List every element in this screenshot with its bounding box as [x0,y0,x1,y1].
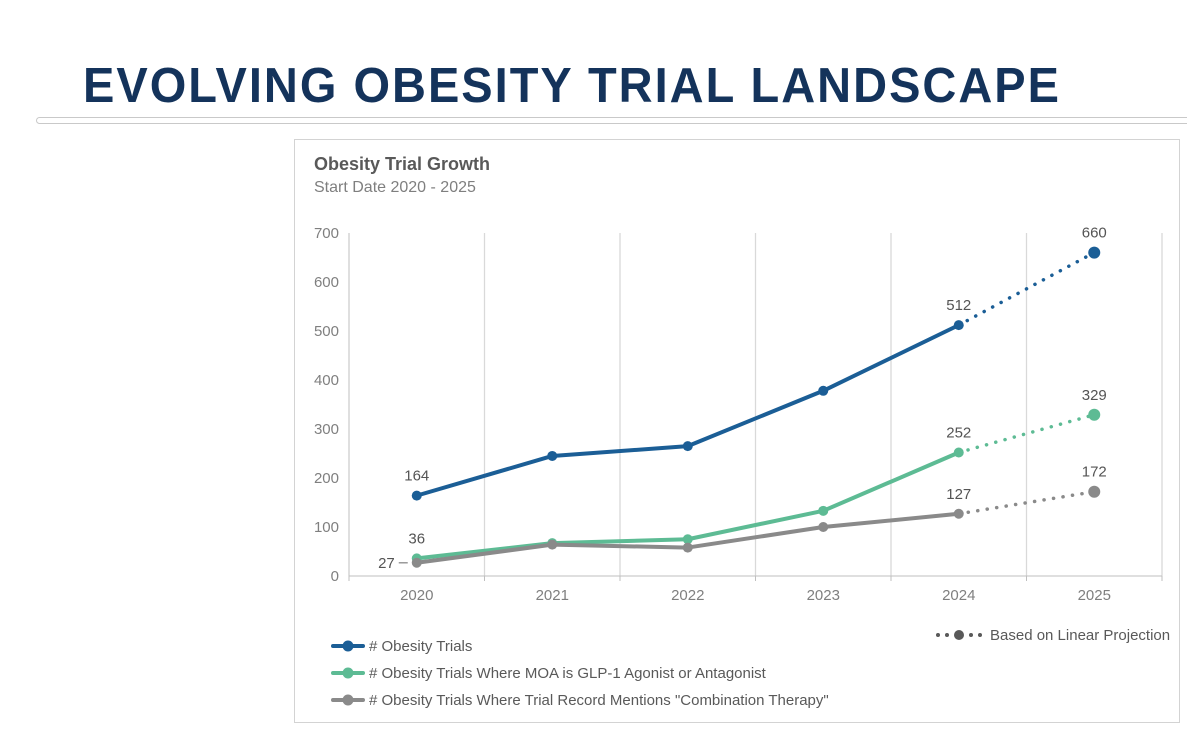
legend-line-dot-marker-green [331,667,365,679]
legend-line-dot-marker-gray [331,694,365,706]
data-point [411,490,422,501]
x-tick-label: 2022 [671,587,704,604]
data-point [682,441,693,452]
x-tick-label: 2020 [400,587,433,604]
x-tick-label: 2021 [536,587,569,604]
data-label: 660 [1082,225,1107,242]
legend-item-obesity-trials: # Obesity Trials [331,636,472,656]
legend-label-combination-therapy: # Obesity Trials Where Trial Record Ment… [369,691,829,709]
y-tick-label: 100 [314,519,339,536]
data-label: 36 [408,530,425,547]
data-point [547,539,558,550]
projection-line [957,250,1096,327]
chart-subtitle: Start Date 2020 - 2025 [314,179,476,196]
chart-title: Obesity Trial Growth [314,154,491,174]
data-label: 127 [946,486,971,503]
data-point [411,557,422,568]
legend-dot-icon [342,667,354,679]
data-point [818,385,829,396]
series-line [416,323,960,498]
data-point [1088,246,1101,259]
y-tick-label: 200 [314,470,339,487]
data-label: 252 [946,425,971,442]
legend-dot-icon [342,694,354,706]
dotted-line-marker-icon [936,630,982,640]
y-tick-label: 0 [331,568,339,585]
data-point [953,447,964,458]
legend-dot-icon [342,640,354,652]
projection-line [957,489,1096,516]
y-tick-label: 300 [314,421,339,438]
y-tick-label: 600 [314,274,339,291]
legend-label-obesity-trials: # Obesity Trials [369,637,473,655]
title-divider [36,117,1187,124]
x-tick-label: 2025 [1078,587,1111,604]
data-point [682,534,693,545]
data-label: 27 [378,555,395,572]
projection-legend-label: Based on Linear Projection [990,626,1171,644]
data-label: 164 [404,468,429,485]
data-point [953,508,964,519]
data-label: 172 [1082,464,1107,481]
legend-item-glp1: # Obesity Trials Where MOA is GLP-1 Agon… [331,663,766,683]
line-chart: 0 100 200 300 400 500 600 700 2020 2021 2022 2023 20… [314,225,1163,604]
data-point [818,505,829,516]
y-tick-label: 500 [314,323,339,340]
data-label: 512 [946,297,971,314]
data-point [682,542,693,553]
legend-line-dot-marker-blue [331,640,365,652]
data-point [1088,485,1101,498]
legend-label-glp1: # Obesity Trials Where MOA is GLP-1 Agon… [369,664,766,682]
chart-panel: Obesity Trial Growth Start Date 2020 - 2… [294,139,1180,723]
data-point [818,522,829,532]
data-label: 329 [1082,387,1107,404]
page-title: EVOLVING OBESITY TRIAL LANDSCAPE [83,57,1061,113]
data-point [1088,408,1101,421]
data-point [953,320,964,331]
legend-item-combination-therapy: # Obesity Trials Where Trial Record Ment… [331,690,829,710]
x-tick-label: 2023 [807,587,840,604]
projection-legend: Based on Linear Projection [936,626,1170,644]
data-point [547,450,558,461]
y-tick-label: 700 [314,225,339,242]
y-tick-label: 400 [314,372,339,389]
x-tick-label: 2024 [942,587,975,604]
